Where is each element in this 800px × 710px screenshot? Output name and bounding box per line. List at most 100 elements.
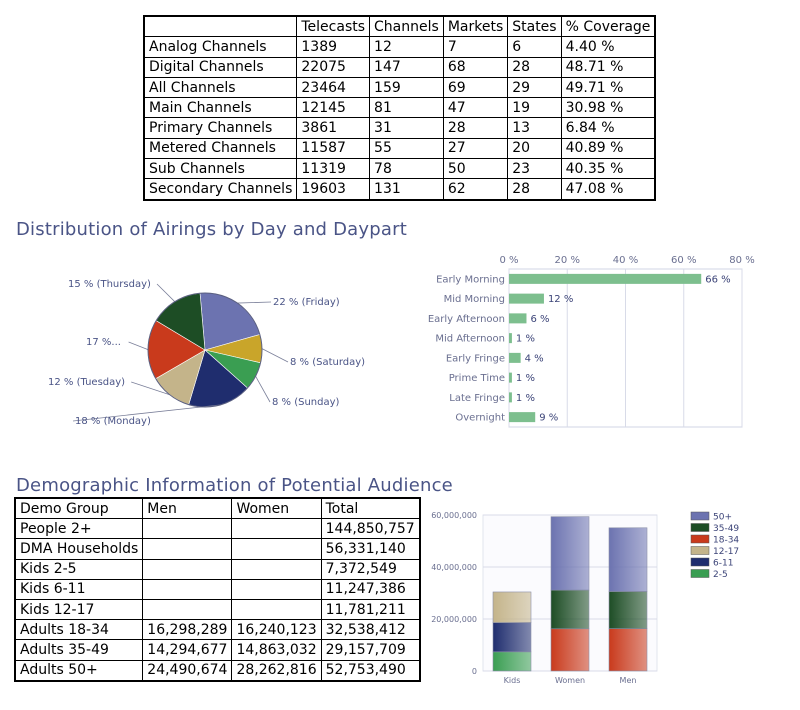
bar-data-label: 1 % [516, 393, 535, 404]
table-cell [142, 598, 233, 621]
channels-table-row: Analog Channels 1389 12 7 6 4.40 % [143, 36, 656, 58]
table-cell: 3861 [296, 117, 371, 139]
table-cell: 144,850,757 [320, 518, 421, 540]
category-label: Overnight [455, 413, 505, 424]
table-cell: 6 [507, 36, 562, 58]
demographic-section-title: Demographic Information of Potential Aud… [16, 475, 453, 496]
table-cell [142, 578, 233, 600]
pie-leader-line [237, 301, 272, 304]
bar [509, 333, 512, 344]
column-header: Women [231, 497, 322, 520]
pie-data-label: 12 % (Tuesday) [48, 377, 125, 388]
table-cell: 55 [369, 137, 444, 160]
day-pie-chart: 22 % (Friday) 8 % (Saturday) 8 % (Sunday) 1… [48, 279, 365, 427]
column-header: % Coverage [560, 15, 656, 38]
legend-swatch [690, 534, 710, 544]
stacked-bar-segment [492, 651, 532, 672]
channels-table-row: All Channels 23464 159 69 29 49.71 % [143, 76, 656, 99]
pie-data-label: 18 % (Monday) [75, 416, 151, 427]
table-cell: 13 [507, 117, 562, 139]
table-cell [142, 558, 233, 580]
y-tick-label: 0 [472, 667, 477, 676]
legend-label: 2-5 [713, 570, 728, 580]
row-label-cell: DMA Households [14, 538, 144, 560]
bar-data-label: 4 % [525, 353, 544, 364]
pie-leader-line [255, 376, 271, 403]
table-cell: 159 [369, 76, 444, 99]
table-cell: 12 [369, 36, 444, 58]
legend-label: 50+ [713, 513, 732, 523]
demographic-table-row: Kids 2-5 7,372,549 [14, 558, 421, 580]
demographic-table-header: Demo Group Men Women Total [14, 497, 421, 520]
table-cell: 52,753,490 [320, 659, 421, 682]
table-cell: 62 [442, 178, 509, 201]
row-label-cell: Secondary Channels [143, 178, 298, 201]
category-label: Mid Afternoon [435, 334, 505, 345]
row-label-cell: People 2+ [14, 518, 144, 540]
row-label-cell: Main Channels [143, 97, 298, 119]
legend-label: 18-34 [713, 536, 739, 546]
table-cell: 11,247,386 [320, 578, 421, 600]
demographic-table-row: DMA Households 56,331,140 [14, 538, 421, 560]
pie-leader-line [261, 348, 289, 363]
pie-data-label: 17 %... [86, 337, 121, 348]
stacked-bar-segment [550, 516, 590, 591]
column-header [143, 15, 298, 38]
channels-table-row: Main Channels 12145 81 47 19 30.98 % [143, 97, 656, 119]
row-label-cell: Sub Channels [143, 158, 298, 180]
column-header: Total [320, 497, 421, 520]
table-cell: 68 [442, 56, 509, 78]
demographic-table: Demo Group Men Women Total People 2+ 144,850… [14, 497, 421, 682]
demographic-table-row: Kids 6-11 11,247,386 [14, 578, 421, 600]
table-cell: 81 [369, 97, 444, 119]
table-cell: 16,298,289 [142, 619, 233, 641]
channels-table-body: Analog Channels 1389 12 7 6 4.40 % Digital Cha… [143, 36, 656, 201]
bar [509, 412, 536, 423]
table-cell: 30.98 % [560, 97, 656, 119]
x-tick-label: 80 % [729, 255, 754, 266]
table-cell: 50 [442, 158, 509, 180]
pie-leader-line [128, 341, 149, 350]
y-tick-label: 40,000,000 [431, 563, 477, 572]
audience-stacked-bar-chart: 0 20,000,000 40,000,000 60,000,000 Kids Women… [431, 511, 739, 685]
channels-table-row: Primary Channels 3861 31 28 13 6.84 % [143, 117, 656, 139]
table-cell: 32,538,412 [320, 619, 421, 641]
table-cell: 11319 [296, 158, 371, 180]
stacked-bar-segment [608, 527, 648, 592]
legend-label: 35-49 [713, 524, 739, 534]
category-label: Mid Morning [444, 294, 505, 305]
table-cell: 56,331,140 [320, 538, 421, 560]
row-label-cell: Kids 12-17 [14, 598, 144, 621]
bar [509, 273, 702, 284]
daypart-section-title: Distribution of Airings by Day and Daypa… [16, 219, 407, 240]
table-cell: 31 [369, 117, 444, 139]
table-cell: 11,781,211 [320, 598, 421, 621]
table-cell: 1389 [296, 36, 371, 58]
table-cell: 78 [369, 158, 444, 180]
row-label-cell: Kids 6-11 [14, 578, 144, 600]
category-label: Early Morning [436, 274, 505, 285]
x-tick-label: 40 % [613, 255, 638, 266]
table-cell: 23 [507, 158, 562, 180]
pie-leader-line [156, 283, 176, 302]
row-label-cell: Primary Channels [143, 117, 298, 139]
table-cell: 22075 [296, 56, 371, 78]
table-cell [231, 598, 322, 621]
bar-data-label: 1 % [516, 334, 535, 345]
channels-table-row: Metered Channels 11587 55 27 20 40.89 % [143, 137, 656, 160]
column-header: Markets [442, 15, 509, 38]
channels-table: Telecasts Channels Markets States% Coverage… [143, 15, 657, 201]
stacked-bar-segment [608, 591, 648, 629]
pie-data-label: 22 % (Friday) [273, 297, 340, 308]
category-label: Early Afternoon [428, 314, 505, 325]
demographic-table-body: People 2+ 144,850,757 DMA Households 56,331… [14, 518, 421, 682]
table-cell: 11587 [296, 137, 371, 160]
x-tick-label: 20 % [555, 255, 580, 266]
stacked-bar-segment [608, 628, 648, 672]
table-cell: 4.40 % [560, 36, 656, 58]
pie-data-label: 8 % (Saturday) [290, 357, 365, 368]
category-label: Early Fringe [446, 353, 505, 364]
table-cell: 19603 [296, 178, 371, 201]
stacked-bar-segment [550, 628, 590, 672]
table-cell: 27 [442, 137, 509, 160]
